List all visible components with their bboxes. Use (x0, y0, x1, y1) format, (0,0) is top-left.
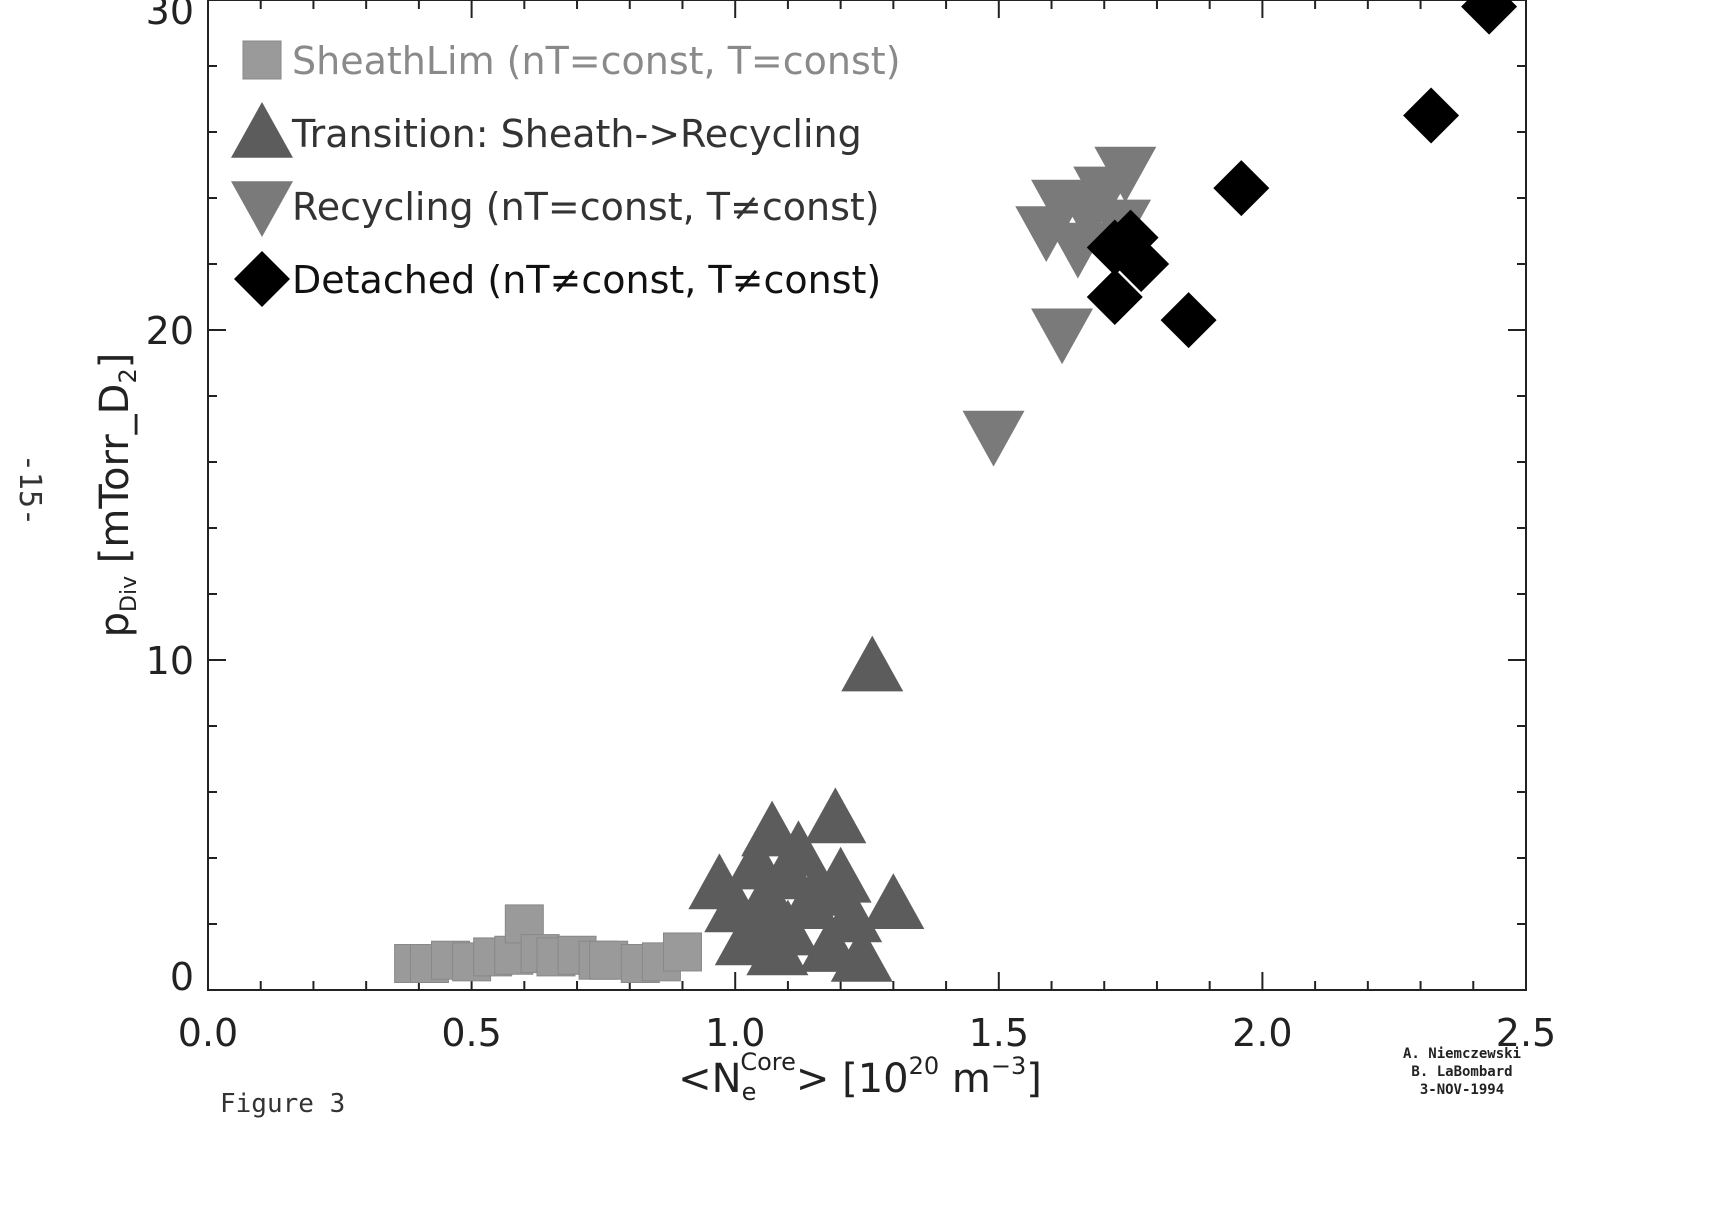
y-tick-labels: 0 10 20 30 (146, 0, 194, 999)
credit-line-2: B. LaBombard (1411, 1064, 1512, 1080)
legend-label: Recycling (nT=const, T≠const) (292, 185, 880, 229)
y-tick-label: 20 (146, 309, 194, 353)
x-tick-label: 2.5 (1496, 1011, 1556, 1055)
data-point-diamond (1086, 269, 1143, 325)
legend-label: Transition: Sheath->Recycling (291, 112, 862, 156)
data-point-triangle-up (804, 787, 867, 844)
data-point-triangle-up (830, 926, 893, 982)
legend-marker-diamond (234, 251, 290, 307)
y-tick-label: 30 (146, 0, 194, 33)
y-tick-label: 0 (170, 955, 194, 999)
axis-ticks (207, 0, 1527, 991)
data-point-triangle-down (1046, 222, 1109, 279)
figure-caption: Figure 3 (220, 1089, 345, 1119)
data-point-triangle-down (1094, 146, 1157, 203)
data-point-diamond (1213, 160, 1270, 217)
x-tick-label: 1.5 (969, 1011, 1029, 1055)
x-tick-labels: 0.0 0.5 1.0 1.5 2.0 2.5 (178, 1011, 1556, 1055)
plot-frame (207, 0, 1527, 991)
data-point-diamond (1461, 0, 1518, 35)
data-point-triangle-down (1031, 308, 1094, 365)
y-tick-label: 10 (146, 639, 194, 683)
x-axis-label: <NeCore> [1020 m−3] (678, 1048, 1042, 1106)
credit-line-3: 3-NOV-1994 (1420, 1082, 1504, 1098)
data-point-triangle-up (767, 820, 830, 877)
x-tick-label: 0.0 (178, 1011, 238, 1055)
x-tick-label: 1.0 (705, 1011, 765, 1055)
x-tick-label: 2.0 (1232, 1011, 1292, 1055)
data-point-triangle-up (841, 635, 904, 692)
data-point-triangle-up (756, 899, 819, 956)
data-points (394, 0, 1518, 983)
data-point-diamond (1160, 292, 1217, 349)
legend-marker-triangle-down (231, 181, 293, 237)
data-point-diamond (1403, 87, 1460, 144)
data-point-triangle-up (809, 846, 872, 903)
y-axis-label: pDiv [mTorr_D2] (92, 353, 142, 638)
legend-marker-triangle-up (231, 102, 293, 158)
legend-label: Detached (nT≠const, T≠const) (292, 258, 881, 302)
data-point-diamond (1113, 236, 1170, 292)
legend-marker-square (242, 40, 282, 80)
legend-label: SheathLim (nT=const, T=const) (292, 39, 901, 83)
data-point-square (662, 932, 702, 972)
credit-line-1: A. Niemczewski (1403, 1046, 1521, 1062)
page-number: -15- (12, 454, 47, 526)
data-point-triangle-down (962, 410, 1025, 467)
legend: SheathLim (nT=const, T=const) Transition:… (231, 39, 901, 307)
x-tick-label: 0.5 (441, 1011, 501, 1055)
data-point-triangle-up (862, 873, 925, 929)
